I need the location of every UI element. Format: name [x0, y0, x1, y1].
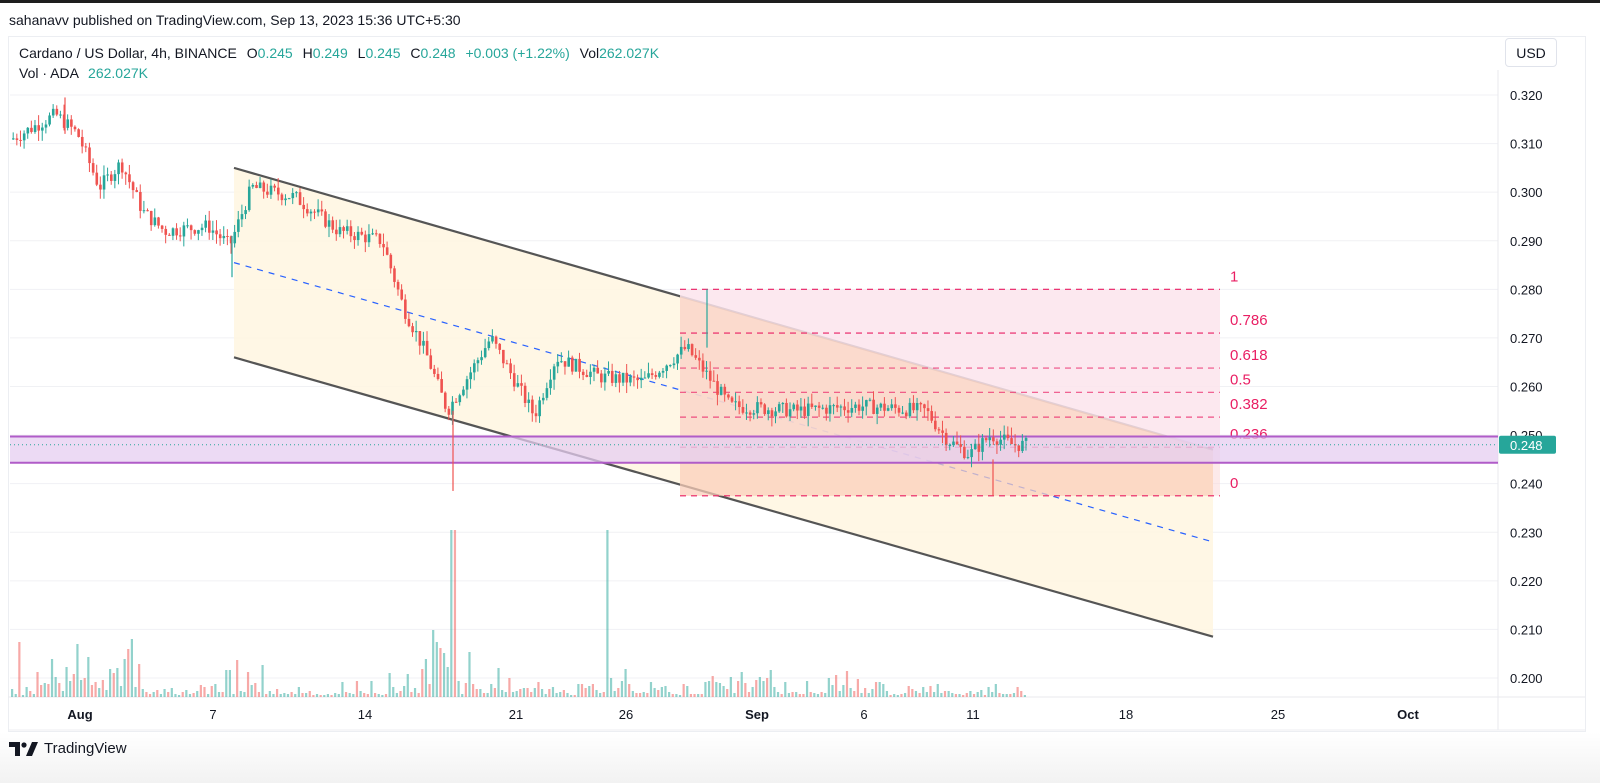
footer-bar — [0, 732, 1600, 783]
price-tick-label: 0.280 — [1510, 282, 1543, 297]
time-tick-label: Oct — [1397, 707, 1419, 722]
price-tick-label: 0.270 — [1510, 331, 1543, 346]
price-tick-label: 0.260 — [1510, 380, 1543, 395]
last-price-tag: 0.248 — [1499, 435, 1556, 454]
volume-indicator-label: Vol · ADA — [19, 65, 79, 81]
close-label: C — [410, 45, 421, 61]
price-tick-label: 0.200 — [1510, 671, 1543, 686]
price-axis[interactable]: 0.3200.3100.3000.2900.2800.2700.2600.250… — [1510, 88, 1543, 686]
fib-level-label: 1 — [1230, 268, 1238, 285]
volume-bars — [11, 530, 1026, 697]
candlesticks — [12, 97, 1028, 496]
svg-text:0.248: 0.248 — [1510, 438, 1543, 453]
fib-level-label: 0 — [1230, 475, 1238, 492]
time-tick-label: Sep — [745, 707, 769, 722]
time-tick-label: Aug — [67, 707, 92, 722]
high-label: H — [302, 45, 313, 61]
symbol-name: Cardano / US Dollar, 4h, BINANCE — [19, 45, 237, 61]
vol-value: 262.027K — [599, 45, 660, 61]
time-tick-label: 6 — [860, 707, 867, 722]
time-tick-label: 21 — [509, 707, 523, 722]
volume-legend: Vol · ADA 262.027K — [19, 65, 148, 81]
price-tick-label: 0.230 — [1510, 525, 1543, 540]
low-value: 0.245 — [365, 45, 401, 61]
close-value: 0.248 — [420, 45, 456, 61]
vol-label: Vol — [579, 45, 600, 61]
support-zone[interactable] — [10, 435, 1498, 464]
price-tick-label: 0.240 — [1510, 477, 1543, 492]
time-tick-label: 11 — [966, 707, 980, 722]
low-label: L — [357, 45, 366, 61]
time-tick-label: 26 — [619, 707, 633, 722]
time-tick-label: 7 — [209, 707, 216, 722]
volume-indicator-value: 262.027K — [88, 65, 148, 81]
symbol-legend: Cardano / US Dollar, 4h, BINANCE O0.245 … — [19, 45, 659, 61]
change-value: +0.003 (+1.22%) — [465, 45, 570, 61]
price-tick-label: 0.290 — [1510, 234, 1543, 249]
open-value: 0.245 — [257, 45, 293, 61]
tradingview-logo-icon — [9, 741, 38, 756]
price-tick-label: 0.210 — [1510, 622, 1543, 637]
high-value: 0.249 — [312, 45, 348, 61]
time-axis[interactable]: Aug 7 14 21 26 Sep 6 11 18 25 Oct — [67, 707, 1419, 722]
time-tick-label: 25 — [1271, 707, 1285, 722]
currency-button[interactable]: USD — [1505, 38, 1557, 67]
fib-level-label: 0.618 — [1230, 347, 1268, 364]
window-top-border — [0, 0, 1600, 3]
fib-level-label: 0.5 — [1230, 371, 1251, 388]
tradingview-brand[interactable]: TradingView — [9, 740, 127, 757]
open-label: O — [246, 45, 258, 61]
fib-level-label: 0.382 — [1230, 396, 1268, 413]
time-tick-label: 14 — [358, 707, 372, 722]
publish-info: sahanavv published on TradingView.com, S… — [9, 12, 461, 28]
price-tick-label: 0.300 — [1510, 185, 1543, 200]
price-tick-label: 0.320 — [1510, 88, 1543, 103]
fib-level-label: 0.786 — [1230, 312, 1268, 329]
brand-label: TradingView — [44, 740, 127, 757]
price-tick-label: 0.310 — [1510, 137, 1543, 152]
price-tick-label: 0.220 — [1510, 574, 1543, 589]
time-tick-label: 18 — [1119, 707, 1133, 722]
